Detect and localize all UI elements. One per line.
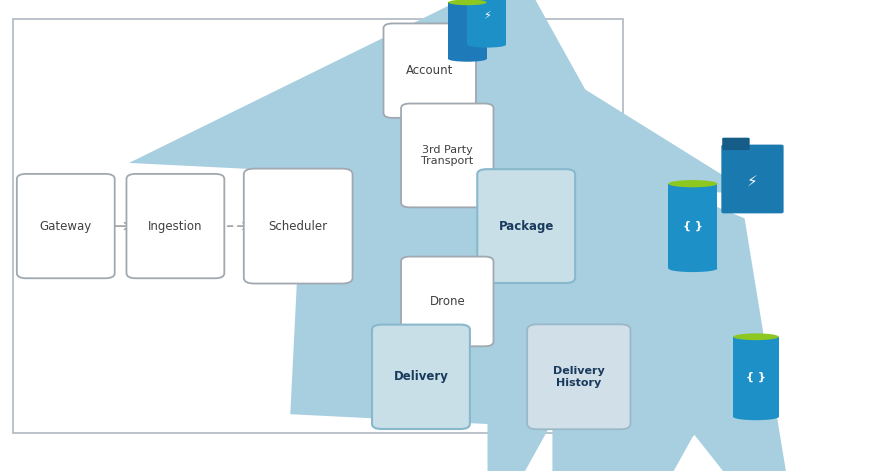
Text: Scheduler: Scheduler — [268, 219, 328, 233]
Ellipse shape — [448, 0, 487, 5]
Bar — [668, 184, 717, 268]
Bar — [448, 2, 487, 59]
FancyBboxPatch shape — [401, 104, 494, 207]
Text: Delivery: Delivery — [394, 370, 448, 383]
Text: Drone: Drone — [430, 295, 465, 308]
FancyBboxPatch shape — [244, 169, 353, 284]
FancyBboxPatch shape — [721, 145, 784, 213]
Ellipse shape — [668, 180, 717, 187]
FancyBboxPatch shape — [401, 257, 494, 346]
Bar — [733, 337, 779, 417]
Ellipse shape — [448, 56, 487, 62]
Ellipse shape — [733, 414, 779, 420]
Text: Account: Account — [406, 64, 453, 77]
Ellipse shape — [467, 42, 506, 48]
Ellipse shape — [668, 265, 717, 272]
Text: { }: { } — [683, 221, 702, 231]
FancyBboxPatch shape — [17, 174, 115, 278]
FancyBboxPatch shape — [477, 169, 575, 283]
Text: 3rd Party
Transport: 3rd Party Transport — [421, 145, 474, 166]
Text: { }: { } — [746, 372, 766, 382]
Ellipse shape — [733, 333, 779, 340]
FancyBboxPatch shape — [723, 138, 750, 150]
Text: Package: Package — [498, 219, 554, 233]
Text: Delivery
History: Delivery History — [553, 366, 605, 388]
FancyBboxPatch shape — [372, 325, 470, 429]
Text: ⚡: ⚡ — [483, 11, 490, 22]
Text: ⚡: ⚡ — [747, 174, 758, 189]
Text: Gateway: Gateway — [39, 219, 92, 233]
FancyBboxPatch shape — [383, 24, 476, 118]
FancyBboxPatch shape — [126, 174, 225, 278]
Text: Ingestion: Ingestion — [148, 219, 203, 233]
FancyBboxPatch shape — [527, 325, 631, 429]
Bar — [467, 0, 506, 45]
